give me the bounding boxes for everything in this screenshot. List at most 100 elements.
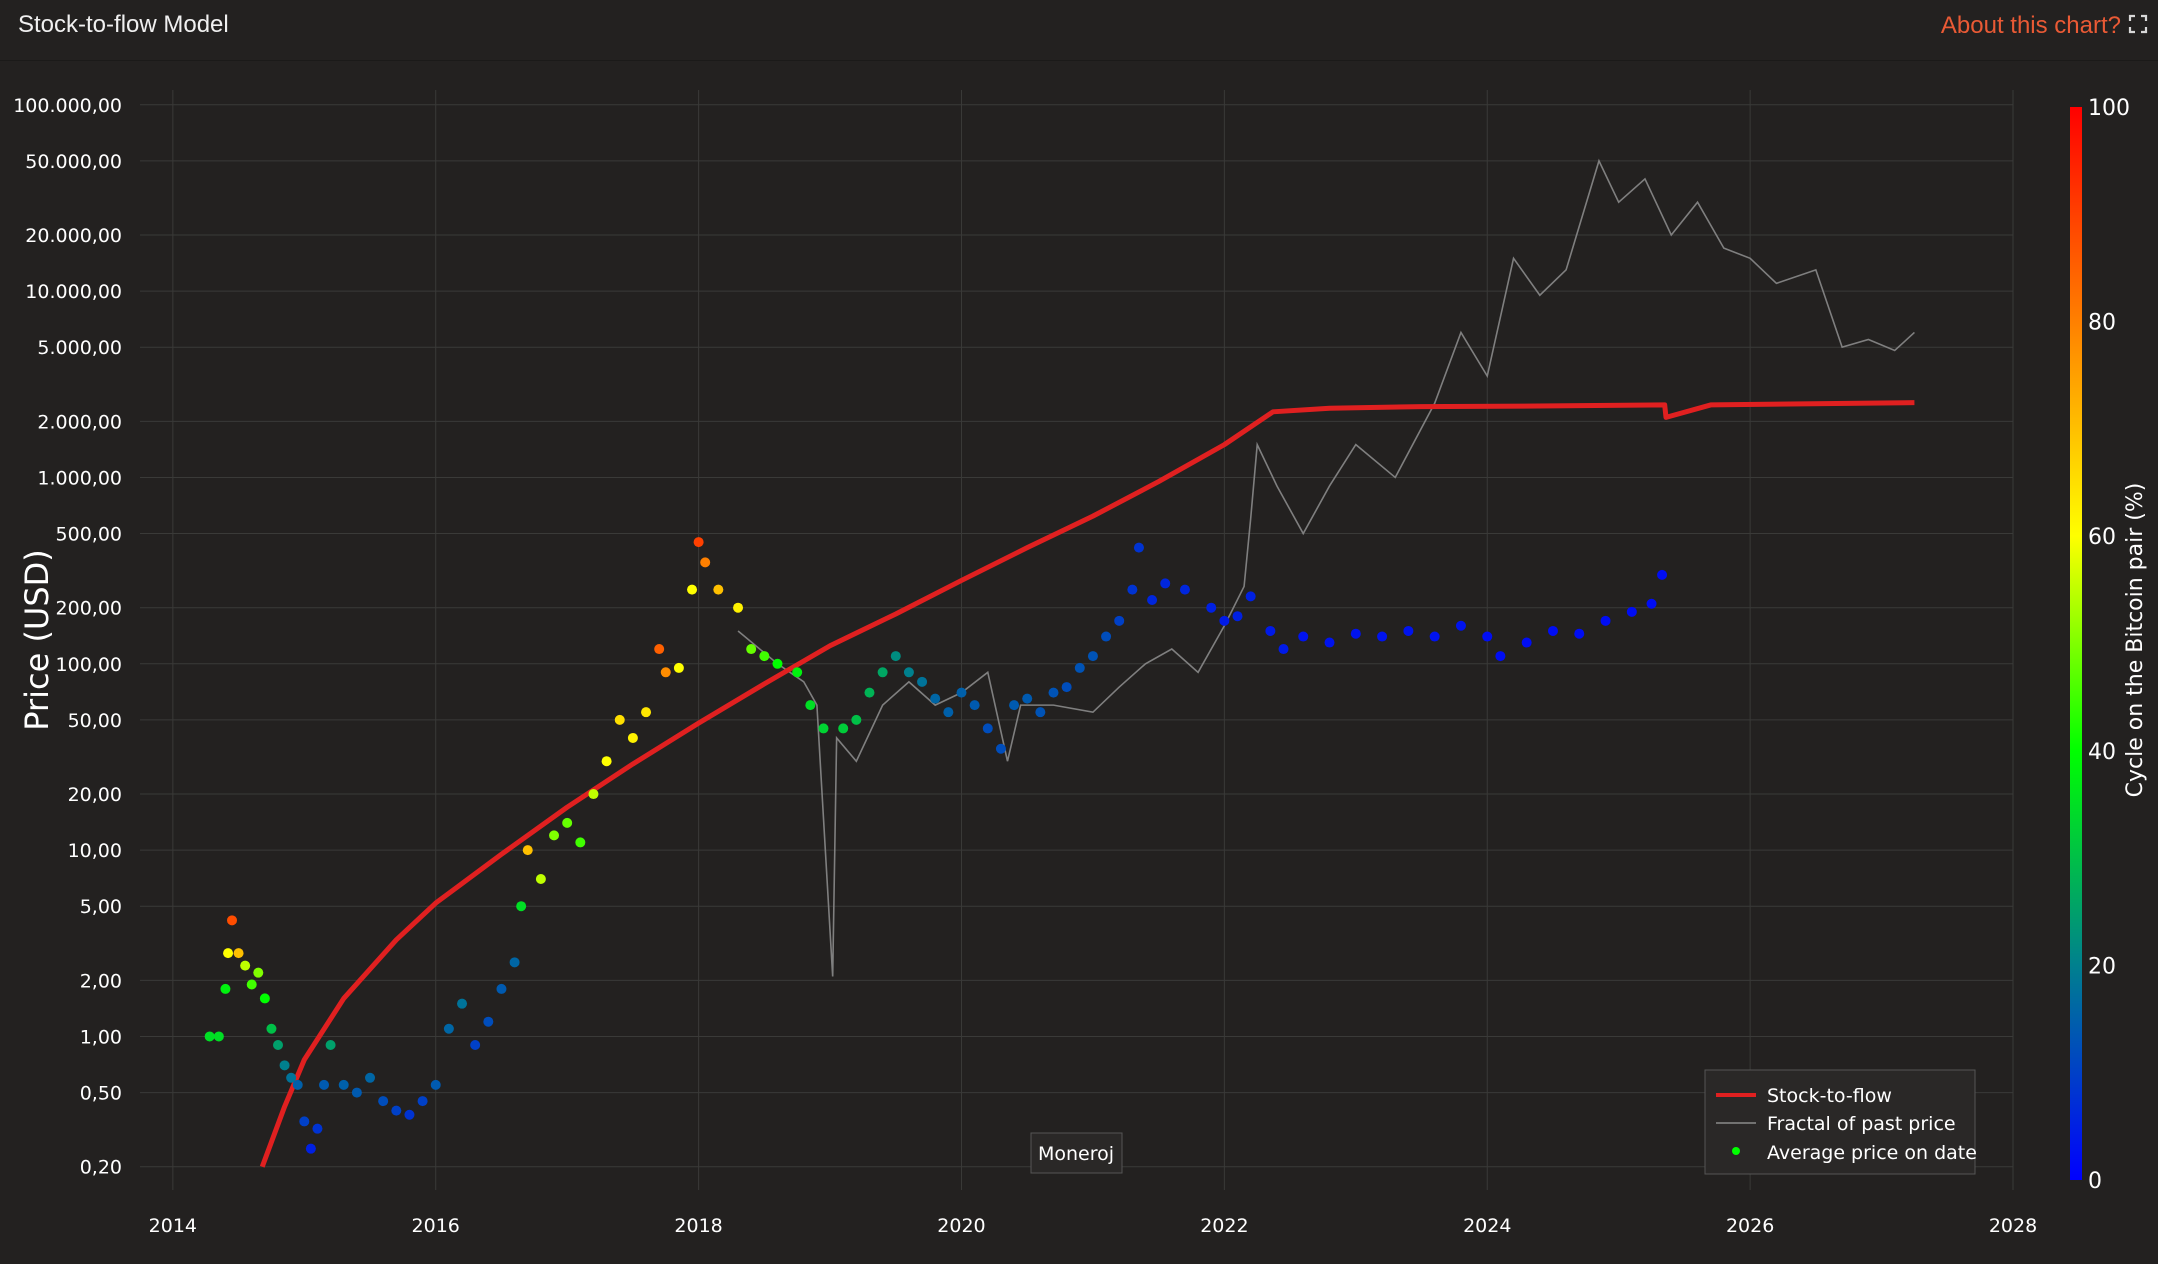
avg-price-point (805, 700, 816, 711)
avg-price-point (877, 667, 888, 678)
avg-price-point (713, 584, 724, 595)
avg-price-point (266, 1023, 277, 1034)
avg-price-point (1133, 542, 1144, 553)
avg-price-point (1179, 584, 1190, 595)
y-tick-label: 100.000,00 (13, 95, 122, 117)
avg-price-point (516, 901, 527, 912)
avg-price-point (851, 714, 862, 725)
avg-price-point (1521, 637, 1532, 648)
x-tick-label: 2014 (149, 1215, 197, 1237)
colorbar: 0 20 40 60 80 100 Cycle on the Bitcoin pair (… (2070, 96, 2148, 1194)
avg-price-point (509, 957, 520, 968)
colorbar-ticks: 0 20 40 60 80 100 (2088, 96, 2130, 1194)
avg-price-point (838, 723, 849, 734)
avg-price-point (1600, 615, 1611, 626)
avg-price-point (273, 1039, 284, 1050)
expand-icon[interactable] (2128, 14, 2148, 34)
avg-price-point (864, 687, 875, 698)
avg-price-point (792, 667, 803, 678)
avg-price-point (1245, 591, 1256, 602)
colorbar-tick-label: 0 (2088, 1169, 2102, 1194)
avg-price-point (213, 1031, 224, 1042)
avg-price-point (292, 1079, 303, 1090)
avg-price-point (759, 651, 770, 662)
avg-price-point (391, 1105, 402, 1116)
y-tick-label: 10.000,00 (25, 281, 122, 303)
x-axis-ticks: 2014 2016 2018 2020 2022 2024 2026 2028 (149, 1215, 2037, 1237)
avg-price-point (1206, 602, 1217, 613)
avg-price-point (654, 644, 665, 655)
avg-price-point (299, 1116, 310, 1127)
avg-price-point (325, 1039, 336, 1050)
avg-price-point (483, 1016, 494, 1027)
avg-price-point (818, 723, 829, 734)
avg-price-point (496, 983, 507, 994)
y-tick-label: 500,00 (56, 524, 122, 546)
avg-price-point (220, 983, 231, 994)
avg-price-point (1429, 631, 1440, 642)
about-chart-link[interactable]: About this chart? (1940, 12, 2121, 39)
avg-price-point (673, 662, 684, 673)
y-tick-label: 20,00 (68, 784, 122, 806)
y-axis-title: Price (USD) (18, 549, 56, 731)
avg-price-point (253, 967, 264, 978)
avg-price-point (365, 1072, 376, 1083)
y-tick-label: 1,00 (80, 1026, 122, 1048)
x-tick-label: 2022 (1200, 1215, 1248, 1237)
avg-price-point (246, 979, 257, 990)
legend-fractal-label: Fractal of past price (1767, 1113, 1956, 1135)
avg-price-point (1482, 631, 1493, 642)
fractal-line (737, 158, 1915, 977)
avg-price-point (1377, 631, 1388, 642)
avg-price-point (1219, 615, 1230, 626)
y-tick-label: 2,00 (80, 970, 122, 992)
avg-price-point (930, 693, 941, 704)
avg-price-point (641, 707, 652, 718)
avg-price-point (1298, 631, 1309, 642)
avg-price-point (1009, 700, 1020, 711)
watermark: Moneroj (1030, 1132, 1123, 1174)
avg-price-point (969, 700, 980, 711)
avg-price-point (351, 1087, 362, 1098)
avg-price-point (549, 830, 560, 841)
legend-box (1704, 1069, 1976, 1175)
avg-price-point (1087, 651, 1098, 662)
avg-price-point (1278, 644, 1289, 655)
avg-price-point (890, 651, 901, 662)
colorbar-tick-label: 80 (2088, 311, 2116, 336)
y-tick-label: 1.000,00 (37, 467, 122, 489)
avg-price-point (470, 1039, 481, 1050)
avg-price-point (279, 1060, 290, 1071)
y-tick-label: 2.000,00 (37, 411, 122, 433)
avg-price-point (259, 993, 270, 1004)
avg-price-point (404, 1109, 415, 1120)
avg-price-point (1574, 628, 1585, 639)
avg-price-point (660, 667, 671, 678)
avg-price-point (903, 667, 914, 678)
x-tick-label: 2026 (1726, 1215, 1774, 1237)
avg-price-point (1048, 687, 1059, 698)
avg-price-point (995, 743, 1006, 754)
legend: Stock-to-flow Fractal of past price Aver… (1704, 1069, 1977, 1175)
avg-price-point (1265, 625, 1276, 636)
y-tick-label: 100,00 (56, 654, 122, 676)
y-tick-label: 0,50 (80, 1083, 122, 1105)
avg-price-point (1101, 631, 1112, 642)
avg-price-point (687, 584, 698, 595)
avg-price-point (1147, 594, 1158, 605)
avg-price-point (457, 998, 468, 1009)
x-tick-label: 2028 (1989, 1215, 2037, 1237)
avg-price-point (1350, 628, 1361, 639)
avg-price-point (535, 873, 546, 884)
avg-price-point (443, 1023, 454, 1034)
avg-price-point (240, 960, 251, 971)
avg-price-point (312, 1123, 323, 1134)
avg-price-point (204, 1031, 215, 1042)
colorbar-tick-label: 20 (2088, 954, 2116, 979)
avg-price-point (286, 1072, 297, 1083)
colorbar-tick-label: 100 (2088, 96, 2130, 121)
avg-price-point (1646, 598, 1657, 609)
colorbar-gradient (2070, 107, 2082, 1180)
x-tick-label: 2020 (937, 1215, 985, 1237)
